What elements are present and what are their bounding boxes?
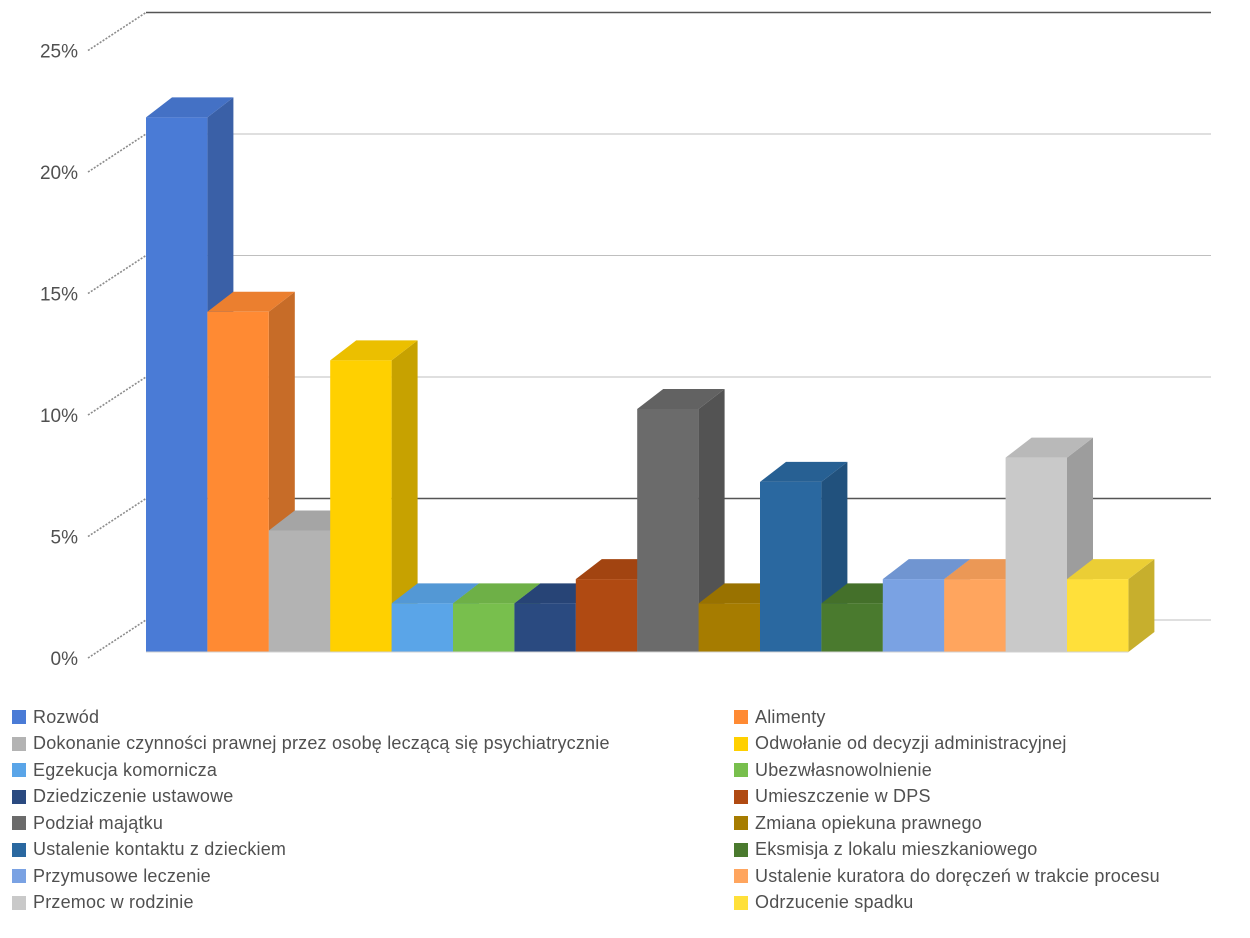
legend-swatch <box>734 895 748 910</box>
legend-item: Przemoc w rodzinie <box>12 890 734 917</box>
legend-swatch <box>734 736 748 751</box>
legend-label: Ustalenie kontaktu z dzieckiem <box>33 839 287 860</box>
side-gridline <box>87 133 147 173</box>
legend-swatch <box>12 895 26 910</box>
legend-label: Dziedziczenie ustawowe <box>33 786 234 807</box>
bar-front <box>944 579 1006 652</box>
chart-area: 0% 5% 10% 15% 20% 25% <box>40 11 1211 671</box>
legend-item: Zmiana opiekuna prawnego <box>734 810 1248 837</box>
legend-label: Dokonanie czynności prawnej przez osobę … <box>33 733 610 754</box>
bar-front <box>514 603 576 652</box>
legend-item: Dziedziczenie ustawowe <box>12 784 734 811</box>
legend-label: Eksmisja z lokalu mieszkaniowego <box>755 839 1038 860</box>
legend-label: Alimenty <box>755 706 826 727</box>
legend-swatch <box>734 816 748 831</box>
bar-top <box>146 97 234 118</box>
side-gridline <box>87 11 147 52</box>
legend-swatch <box>734 763 748 778</box>
legend-swatch <box>12 710 26 725</box>
legend-item: Ustalenie kuratora do doręczeń w trakcie… <box>734 863 1248 890</box>
bar-top <box>207 291 295 312</box>
side-gridline <box>87 497 147 538</box>
legend-label: Zmiana opiekuna prawnego <box>755 812 982 833</box>
bar-top <box>330 340 418 361</box>
bar <box>330 340 418 652</box>
legend-label: Rozwód <box>33 706 100 727</box>
bar-top <box>760 461 848 482</box>
legend-item: Egzekucja komornicza <box>12 757 734 784</box>
bar-front <box>268 530 331 652</box>
bar <box>1067 559 1155 652</box>
bar-top <box>391 583 479 604</box>
legend-label: Podział majątku <box>33 812 164 833</box>
legend-item: Dokonanie czynności prawnej przez osobę … <box>12 731 734 758</box>
bar-front <box>1005 457 1067 652</box>
legend-item: Umieszczenie w DPS <box>734 784 1248 811</box>
bar-front <box>330 360 392 652</box>
bar-top <box>882 559 971 580</box>
bar-front <box>698 603 760 652</box>
bar-front <box>760 481 822 652</box>
legend-swatch <box>12 763 26 778</box>
legend-swatch <box>12 789 26 804</box>
legend-swatch <box>734 710 748 725</box>
legend: Rozwód Alimenty Dokonanie czynności prawne… <box>12 704 1248 916</box>
legend-label: Umieszczenie w DPS <box>755 786 931 807</box>
legend-label: Ustalenie kuratora do doręczeń w trakcie… <box>755 865 1160 886</box>
legend-item: Odrzucenie spadku <box>734 890 1248 917</box>
bar-side <box>1128 559 1155 652</box>
bar-side <box>391 340 418 652</box>
legend-swatch <box>12 869 26 884</box>
side-gridline <box>87 254 147 295</box>
y-tick-label: 20% <box>40 163 78 184</box>
bars <box>146 97 1155 653</box>
legend-swatch <box>734 869 748 884</box>
legend-label: Przemoc w rodzinie <box>33 892 194 913</box>
y-tick-label: 5% <box>51 528 79 549</box>
bar-top <box>1005 437 1093 458</box>
legend-swatch <box>734 789 748 804</box>
bar-top <box>637 389 725 409</box>
legend-item: Ustalenie kontaktu z dzieckiem <box>12 837 734 864</box>
bar-front <box>391 603 453 652</box>
bar-front <box>453 603 515 652</box>
y-tick-label: 15% <box>40 285 78 306</box>
legend-item: Ubezwłasnowolnienie <box>734 757 1248 784</box>
bar-front <box>1067 579 1129 652</box>
bar-front <box>637 409 699 652</box>
legend-label: Odwołanie od decyzji administracyjnej <box>755 733 1067 754</box>
legend-item: Eksmisja z lokalu mieszkaniowego <box>734 837 1248 864</box>
legend-item: Alimenty <box>734 704 1248 731</box>
legend-label: Ubezwłasnowolnienie <box>755 759 932 780</box>
bar <box>637 389 725 652</box>
legend-label: Odrzucenie spadku <box>755 892 914 913</box>
y-tick-label: 0% <box>51 649 79 670</box>
bar-front <box>207 311 269 652</box>
y-axis-tick-labels: 0% 5% 10% 15% 20% 25% <box>40 42 78 671</box>
legend-swatch <box>12 842 26 857</box>
legend-item: Przymusowe leczenie <box>12 863 734 890</box>
side-gridline <box>87 376 147 416</box>
bar-front <box>575 579 638 652</box>
y-tick-label: 25% <box>40 42 78 63</box>
side-gridline <box>87 619 147 659</box>
legend-swatch <box>12 736 26 751</box>
bar-side <box>698 389 725 652</box>
bar-front <box>882 579 945 652</box>
bar-front <box>146 117 208 652</box>
legend-item: Podział majątku <box>12 810 734 837</box>
legend-item: Rozwód <box>12 704 734 731</box>
legend-label: Egzekucja komornicza <box>33 759 218 780</box>
y-tick-label: 10% <box>40 406 78 427</box>
legend-swatch <box>734 842 748 857</box>
legend-swatch <box>12 816 26 831</box>
legend-item: Odwołanie od decyzji administracyjnej <box>734 731 1248 758</box>
bar-front <box>821 603 883 652</box>
legend-label: Przymusowe leczenie <box>33 865 211 886</box>
bar-top <box>453 583 541 604</box>
bar-top <box>1067 559 1155 580</box>
